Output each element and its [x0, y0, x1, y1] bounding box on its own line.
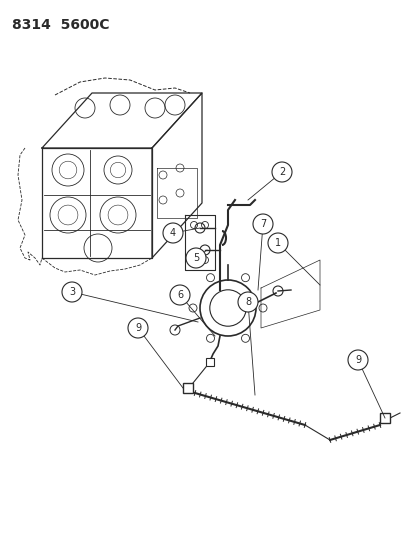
Text: 5: 5: [192, 253, 199, 263]
Circle shape: [170, 285, 190, 305]
Circle shape: [271, 162, 291, 182]
Text: 3: 3: [69, 287, 75, 297]
Text: 8: 8: [244, 297, 250, 307]
FancyBboxPatch shape: [206, 358, 214, 366]
Circle shape: [62, 282, 82, 302]
Text: 6: 6: [176, 290, 183, 300]
Text: 4: 4: [169, 228, 176, 238]
Text: 7: 7: [259, 219, 266, 229]
Circle shape: [347, 350, 367, 370]
Text: 8314  5600C: 8314 5600C: [12, 18, 109, 32]
Circle shape: [128, 318, 147, 338]
Text: 2: 2: [278, 167, 285, 177]
FancyBboxPatch shape: [183, 383, 192, 393]
Circle shape: [185, 248, 206, 268]
Circle shape: [237, 292, 257, 312]
Circle shape: [163, 223, 183, 243]
FancyBboxPatch shape: [379, 413, 389, 423]
Text: 1: 1: [274, 238, 280, 248]
Text: 9: 9: [135, 323, 141, 333]
Circle shape: [252, 214, 272, 234]
Circle shape: [267, 233, 287, 253]
Text: 9: 9: [354, 355, 360, 365]
